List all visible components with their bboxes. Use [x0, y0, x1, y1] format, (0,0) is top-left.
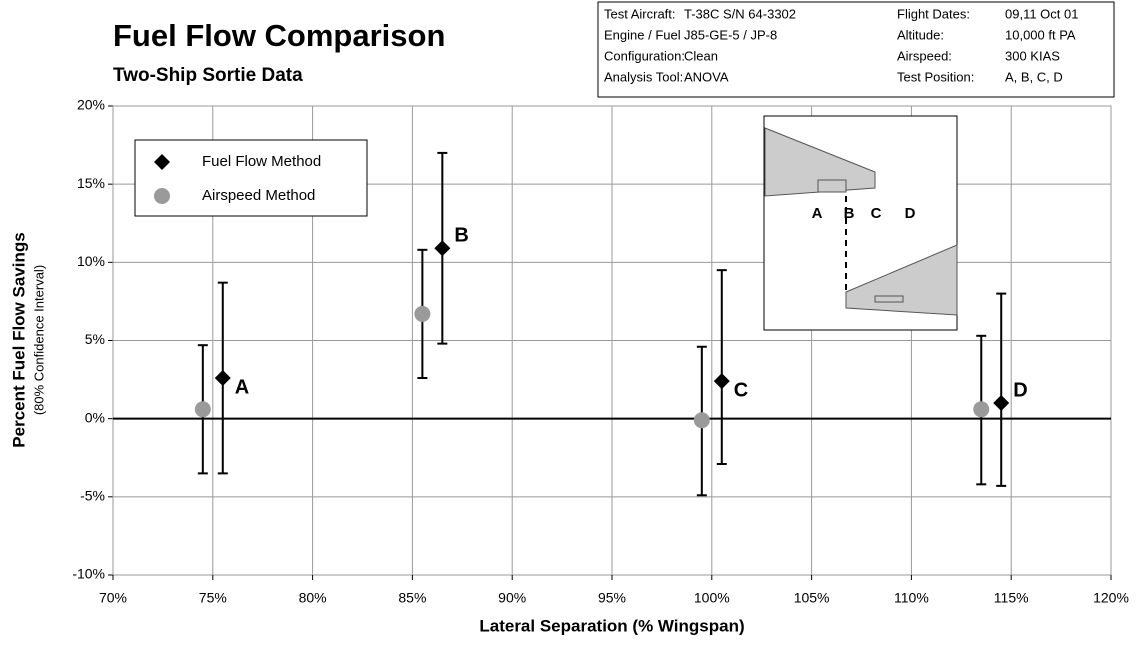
info-text: A, B, C, D [1005, 69, 1063, 84]
inset-label: C [871, 205, 882, 222]
info-text: Engine / Fuel [604, 27, 681, 42]
inset-label: A [812, 205, 823, 222]
circle-marker [693, 412, 710, 429]
y-axis-label: Percent Fuel Flow Savings [9, 232, 28, 447]
y-tick-label: 10% [77, 253, 105, 269]
diamond-marker [713, 373, 730, 390]
y-tick-label: 15% [77, 175, 105, 191]
info-text: 09,11 Oct 01 [1005, 6, 1078, 21]
trail-wing [845, 244, 958, 316]
point-label: B [454, 225, 468, 247]
x-axis-label: Lateral Separation (% Wingspan) [479, 616, 744, 635]
x-tick-label: 115% [994, 590, 1029, 606]
chart-subtitle: Two-Ship Sortie Data [113, 65, 303, 86]
lead-tail [817, 179, 847, 193]
circle-marker [414, 305, 431, 322]
info-text: Flight Dates: [897, 6, 970, 21]
info-text: Test Position: [897, 69, 974, 84]
trail-tail [874, 295, 904, 303]
legend-label: Fuel Flow Method [202, 153, 321, 170]
x-tick-label: 75% [199, 590, 227, 606]
diamond-marker [214, 370, 231, 387]
point-label: C [734, 379, 748, 401]
info-text: Altitude: [897, 27, 944, 42]
point-label: A [235, 376, 249, 398]
diamond-marker [993, 395, 1010, 412]
x-tick-label: 110% [894, 590, 929, 606]
inset-label: B [844, 205, 855, 222]
info-text: Analysis Tool: [604, 69, 683, 84]
x-tick-label: 70% [99, 590, 127, 606]
y-axis-sublabel: (80% Confidence Interval) [31, 265, 46, 415]
x-tick-label: 80% [299, 590, 327, 606]
y-tick-label: -10% [72, 566, 105, 582]
y-tick-label: -5% [80, 488, 105, 504]
x-tick-label: 85% [398, 590, 426, 606]
info-text: Clean [684, 48, 718, 63]
info-box [597, 1, 1115, 98]
info-text: 10,000 ft PA [1005, 27, 1076, 42]
legend-box [134, 139, 368, 217]
x-tick-label: 90% [498, 590, 526, 606]
legend-marker [154, 154, 170, 170]
diamond-marker [434, 240, 451, 257]
point-label: D [1013, 379, 1027, 401]
legend-label: Airspeed Method [202, 187, 315, 204]
info-text: J85-GE-5 / JP-8 [684, 27, 777, 42]
x-tick-label: 105% [794, 590, 830, 606]
info-text: Configuration: [604, 48, 685, 63]
x-tick-label: 100% [694, 590, 730, 606]
y-tick-label: 5% [85, 331, 105, 347]
x-tick-label: 95% [598, 590, 626, 606]
y-tick-label: 0% [85, 409, 105, 425]
lead-wing [764, 127, 876, 197]
y-tick-label: 20% [77, 97, 105, 113]
info-text: Test Aircraft: [604, 6, 676, 21]
info-text: Airspeed: [897, 48, 952, 63]
legend-marker [154, 188, 170, 204]
chart-title: Fuel Flow Comparison [113, 18, 445, 53]
x-tick-label: 120% [1093, 590, 1129, 606]
circle-marker [973, 401, 990, 418]
info-text: T-38C S/N 64-3302 [684, 6, 796, 21]
info-text: ANOVA [684, 69, 729, 84]
circle-marker [194, 401, 211, 418]
inset-label: D [905, 205, 916, 222]
info-text: 300 KIAS [1005, 48, 1060, 63]
